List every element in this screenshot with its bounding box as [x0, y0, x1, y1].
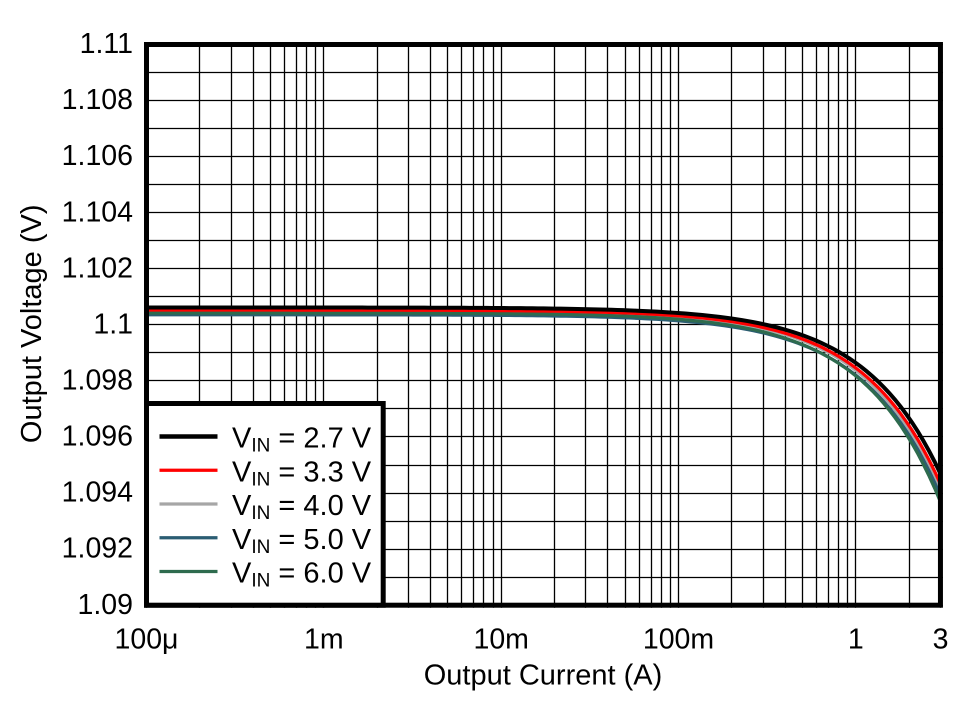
svg-text:1.092: 1.092 [62, 533, 133, 565]
svg-text:Output Voltage (V): Output Voltage (V) [16, 205, 48, 444]
svg-text:1.102: 1.102 [62, 252, 133, 284]
svg-text:1.106: 1.106 [62, 140, 133, 172]
svg-text:100μ: 100μ [115, 623, 179, 655]
svg-text:1: 1 [848, 623, 864, 655]
svg-text:1m: 1m [304, 623, 344, 655]
svg-text:1.104: 1.104 [62, 196, 133, 228]
svg-text:1.09: 1.09 [78, 589, 133, 621]
svg-text:100m: 100m [643, 623, 714, 655]
svg-text:1.098: 1.098 [62, 365, 133, 397]
svg-text:1.096: 1.096 [62, 421, 133, 453]
svg-text:3: 3 [933, 623, 949, 655]
svg-text:1.11: 1.11 [80, 28, 133, 60]
svg-text:1.1: 1.1 [93, 309, 133, 341]
svg-text:1.108: 1.108 [62, 84, 133, 116]
svg-text:1.094: 1.094 [62, 477, 133, 509]
svg-text:Output Current (A): Output Current (A) [424, 660, 663, 692]
svg-text:10m: 10m [473, 623, 528, 655]
